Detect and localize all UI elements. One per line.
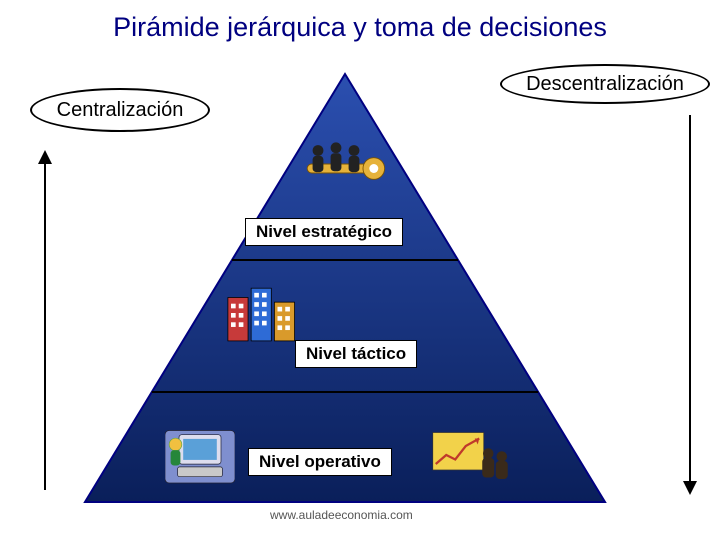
decentralization-label: Descentralización: [500, 64, 710, 104]
arrow-up-icon: [35, 150, 55, 490]
stage: Pirámide jerárquica y toma de decisiones…: [0, 0, 720, 540]
chart-people-icon: [428, 428, 514, 488]
centralization-label: Centralización: [30, 88, 210, 132]
computer-icon: [165, 422, 235, 488]
level-operative-label: Nivel operativo: [248, 448, 392, 476]
key-people-icon: [300, 136, 390, 201]
decentralization-text: Descentralización: [526, 73, 684, 96]
arrow-down-icon: [680, 115, 700, 495]
level-strategic-label: Nivel estratégico: [245, 218, 403, 246]
buildings-icon: [222, 282, 302, 344]
level-tactical-label: Nivel táctico: [295, 340, 417, 368]
centralization-text: Centralización: [57, 99, 184, 122]
footer-url: www.auladeeconomia.com: [270, 508, 413, 522]
